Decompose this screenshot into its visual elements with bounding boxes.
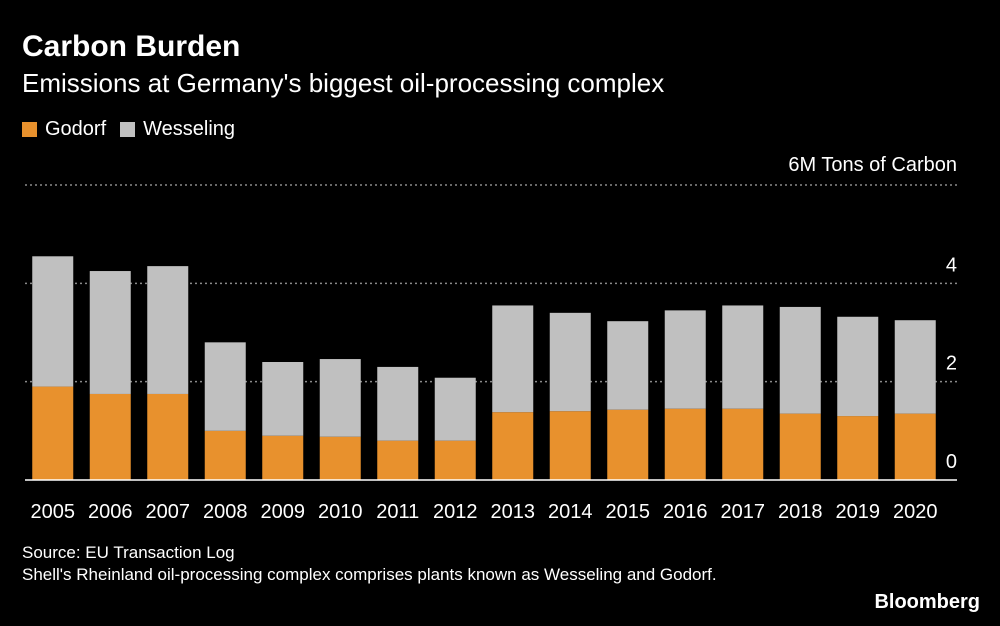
x-tick-label: 2012 [433, 501, 478, 523]
bar-godorf [837, 416, 879, 480]
x-tick-label: 2020 [893, 501, 938, 523]
chart-footer: Source: EU Transaction Log Shell's Rhein… [22, 542, 822, 586]
bar-godorf [147, 393, 189, 480]
bar-godorf [319, 436, 361, 480]
bar-wesseling [837, 316, 879, 417]
bar-godorf [664, 408, 706, 480]
x-tick-label: 2008 [203, 501, 248, 523]
y-axis-unit-label: 6M Tons of Carbon [788, 154, 957, 176]
legend-label-godorf: Godorf [45, 118, 107, 140]
footnote: Shell's Rheinland oil-processing complex… [22, 565, 717, 584]
bar-wesseling [204, 342, 246, 431]
bar-wesseling [319, 359, 361, 437]
bar-godorf [492, 412, 534, 480]
legend-swatch-wesseling [120, 122, 136, 137]
x-tick-label: 2013 [491, 501, 536, 523]
y-tick-label: 4 [946, 254, 957, 276]
legend-item-wesseling: Wesseling [120, 118, 235, 141]
chart-title: Carbon Burden [22, 30, 241, 63]
bar-godorf [434, 440, 476, 480]
chart-subtitle: Emissions at Germany's biggest oil-proce… [22, 68, 665, 98]
bar-wesseling [434, 377, 476, 441]
bar-godorf [549, 411, 591, 480]
bar-godorf [377, 440, 419, 480]
bar-godorf [89, 393, 131, 480]
bar-wesseling [664, 310, 706, 409]
bar-wesseling [147, 266, 189, 394]
bar-godorf [894, 413, 936, 480]
x-tick-label: 2017 [721, 501, 766, 523]
bar-wesseling [492, 305, 534, 413]
bar-wesseling [607, 321, 649, 410]
legend-item-godorf: Godorf [22, 118, 106, 141]
legend: Godorf Wesseling [22, 118, 249, 141]
bar-godorf [262, 435, 304, 480]
y-tick-label: 2 [946, 353, 957, 375]
x-tick-label: 2018 [778, 501, 823, 523]
source-note: Source: EU Transaction Log [22, 543, 235, 562]
bar-wesseling [722, 305, 764, 409]
bar-wesseling [32, 256, 74, 387]
legend-label-wesseling: Wesseling [143, 118, 236, 140]
bar-godorf [722, 408, 764, 480]
x-tick-label: 2016 [663, 501, 708, 523]
bar-wesseling [377, 366, 419, 441]
x-tick-label: 2014 [548, 501, 593, 523]
x-tick-label: 2007 [146, 501, 191, 523]
x-tick-label: 2010 [318, 501, 363, 523]
y-tick-label: 0 [946, 451, 957, 473]
bar-wesseling [549, 312, 591, 412]
bar-wesseling [779, 306, 821, 414]
x-tick-label: 2015 [606, 501, 651, 523]
bloomberg-logo: Bloomberg [874, 591, 980, 613]
bar-wesseling [894, 320, 936, 414]
bar-godorf [204, 430, 246, 480]
x-tick-label: 2009 [261, 501, 306, 523]
x-tick-label: 2019 [836, 501, 881, 523]
x-tick-label: 2005 [31, 501, 76, 523]
x-tick-label: 2011 [376, 501, 419, 523]
bar-godorf [779, 413, 821, 480]
legend-swatch-godorf [22, 122, 37, 137]
bar-wesseling [262, 362, 304, 436]
bar-godorf [32, 386, 74, 480]
bar-godorf [607, 409, 649, 480]
bar-wesseling [89, 271, 131, 394]
x-tick-label: 2006 [88, 501, 133, 523]
